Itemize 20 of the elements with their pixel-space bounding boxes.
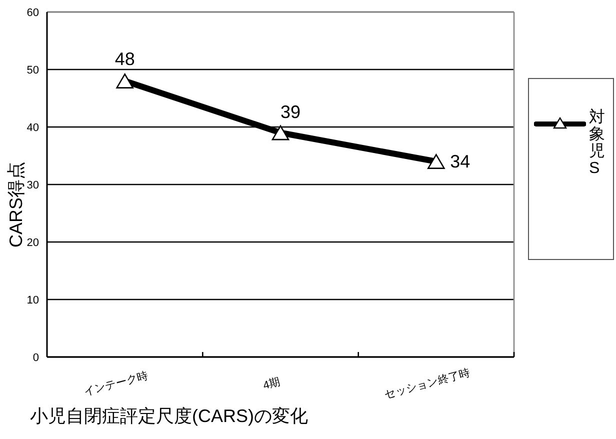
point [428, 154, 445, 169]
y-tick-label: 0 [32, 352, 39, 364]
y-tick-label: 50 [26, 64, 39, 76]
y-tick-label: 60 [26, 7, 39, 19]
legend-label: 対象児S [589, 109, 606, 177]
y-tick-label: 10 [26, 294, 39, 306]
point [116, 74, 134, 88]
x-tick-label: セッション終了時 [383, 366, 472, 402]
data-label: 48 [114, 49, 135, 69]
y-tick-label: 30 [26, 180, 39, 192]
x-tick-label: 4期 [262, 376, 282, 392]
y-tick-label: 20 [26, 237, 39, 249]
data-label: 39 [280, 102, 301, 122]
y-tick-label: 40 [26, 122, 39, 134]
legend: 対象児S [528, 78, 614, 260]
data-label: 34 [450, 152, 470, 172]
x-tick-label: インテーク時 [82, 368, 150, 398]
y-axis-title: CARS得点 [6, 161, 26, 248]
x-axis-title: 小児自閉症評定尺度(CARS)の変化 [30, 406, 308, 426]
point [272, 125, 290, 140]
